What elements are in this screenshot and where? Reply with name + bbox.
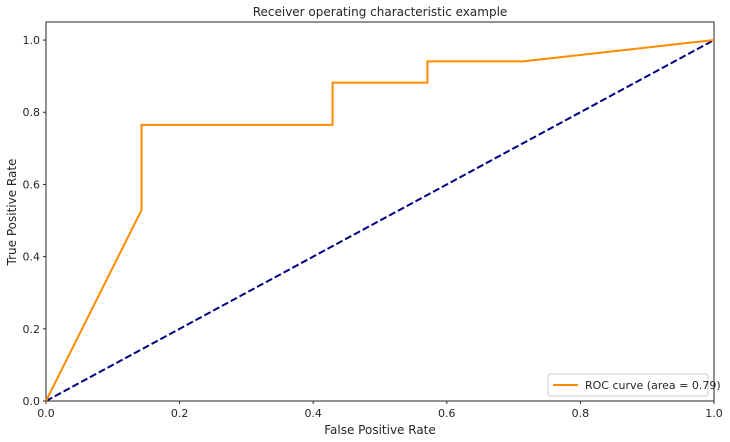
x-axis-ticks: 0.0 0.2 0.4 0.6 0.8 1.0 xyxy=(37,401,723,420)
x-axis-label: False Positive Rate xyxy=(324,423,436,437)
x-tick-label: 0.2 xyxy=(171,407,189,420)
y-tick-label: 1.0 xyxy=(23,34,41,47)
plot-area xyxy=(45,21,715,402)
chart-title: Receiver operating characteristic exampl… xyxy=(253,5,508,19)
x-tick-label: 0.8 xyxy=(572,407,590,420)
roc-curve-line xyxy=(45,39,715,402)
y-tick-label: 0.8 xyxy=(23,106,41,119)
x-tick-label: 0.0 xyxy=(37,407,55,420)
x-tick-label: 1.0 xyxy=(705,407,723,420)
y-tick-label: 0.6 xyxy=(23,178,41,191)
y-tick-label: 0.2 xyxy=(23,323,41,336)
x-tick-label: 0.4 xyxy=(304,407,322,420)
legend-label-roc: ROC curve (area = 0.79) xyxy=(585,379,721,392)
legend: ROC curve (area = 0.79) xyxy=(547,373,721,397)
y-axis-label: True Positive Rate xyxy=(5,159,19,267)
chance-diagonal-line xyxy=(45,39,715,402)
y-tick-label: 0.0 xyxy=(23,395,41,408)
y-tick-label: 0.4 xyxy=(23,251,41,264)
y-axis-ticks: 0.0 0.2 0.4 0.6 0.8 1.0 xyxy=(23,34,46,408)
x-tick-label: 0.6 xyxy=(438,407,456,420)
legend-box xyxy=(547,373,709,397)
series-layer xyxy=(45,39,715,402)
plot-frame xyxy=(45,21,715,402)
